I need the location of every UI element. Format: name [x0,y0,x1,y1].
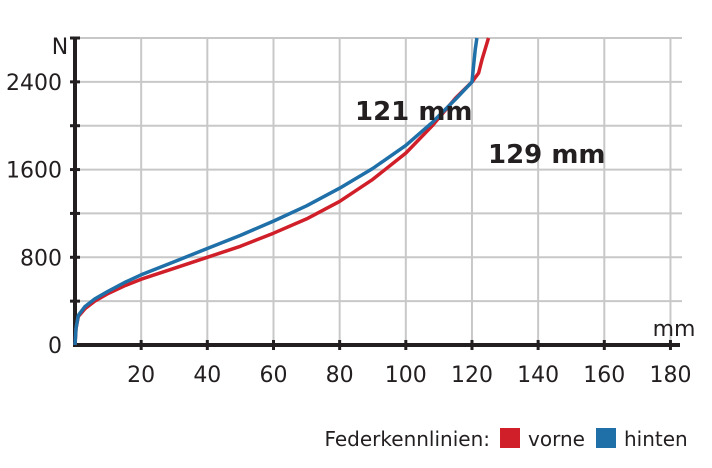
legend-label-vorne: vorne [528,427,585,451]
x-tick-label: 60 [259,363,287,388]
y-tick-label: 800 [20,246,62,271]
annotation-121mm: 121 mm [355,97,473,127]
ticks: 20 40 60 80 100 120 140 160 180 0 800 1600 2400 [6,36,691,388]
x-tick-label: 20 [127,363,155,388]
x-tick-label: 80 [326,363,354,388]
x-axis-label: mm [653,317,696,342]
y-tick-label: 1600 [6,159,62,184]
x-tick-label: 40 [193,363,221,388]
x-tick-label: 140 [517,363,559,388]
y-tick-label: 0 [48,334,62,359]
x-tick-label: 180 [649,363,691,388]
legend-title: Federkennlinien: [324,427,490,451]
axes [73,38,680,347]
grid [75,37,682,345]
y-tick-label: 2400 [6,71,62,96]
legend-label-hinten: hinten [624,427,688,451]
axis-labels: N mm [52,35,696,342]
legend-swatch-vorne [500,428,520,448]
annotations: 121 mm 129 mm [355,97,606,170]
series [73,37,491,346]
annotation-129mm: 129 mm [488,140,606,170]
x-tick-label: 160 [583,363,625,388]
legend-swatch-hinten [596,428,616,448]
x-tick-label: 100 [385,363,427,388]
y-axis-label: N [52,35,68,60]
x-tick-label: 120 [451,363,493,388]
legend: Federkennlinien: vorne hinten [324,427,687,451]
series-line-hinten [73,37,479,346]
series-line-vorne [73,37,491,346]
